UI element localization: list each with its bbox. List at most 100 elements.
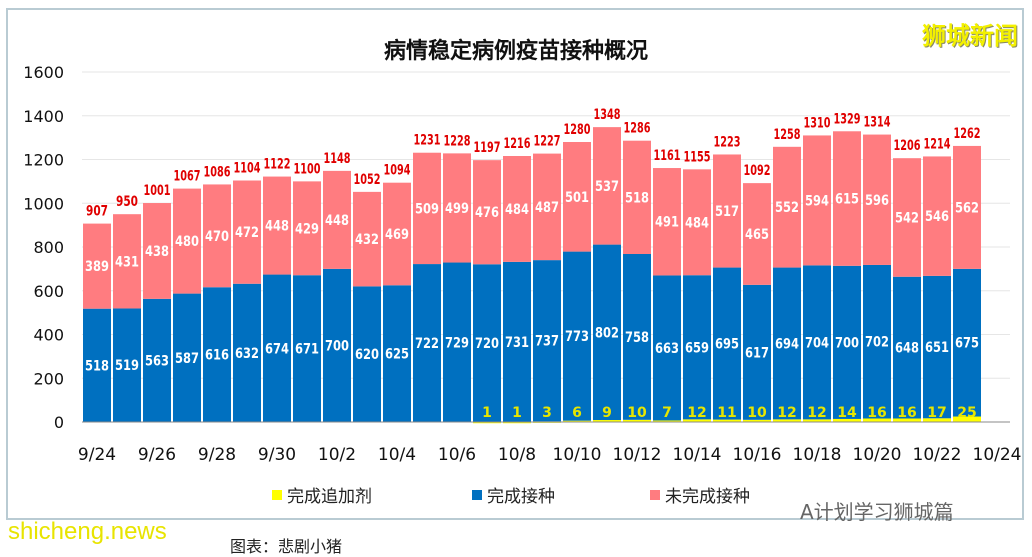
unvaccinated-data-label: 389: [85, 259, 109, 275]
bar-booster: [893, 418, 921, 422]
booster-data-label: 1: [482, 405, 492, 421]
unvaccinated-data-label: 552: [775, 200, 799, 216]
vaccinated-data-label: 518: [85, 358, 109, 374]
bar-unvaccinated: [623, 140, 651, 254]
total-data-label: 907: [86, 204, 108, 220]
bar-booster: [593, 420, 621, 422]
bar-vaccinated: [383, 285, 411, 422]
vaccinated-data-label: 671: [295, 342, 319, 358]
unvaccinated-data-label: 469: [385, 227, 409, 243]
x-tick-label: 10/22: [913, 445, 962, 465]
booster-data-label: 14: [837, 405, 857, 421]
legend-label: 完成追加剂: [287, 487, 372, 507]
total-data-label: 1001: [144, 183, 171, 199]
bar-booster: [803, 419, 831, 422]
booster-data-label: 11: [717, 405, 736, 421]
unvaccinated-data-label: 484: [505, 202, 529, 218]
bar-vaccinated: [323, 268, 351, 422]
vaccinated-data-label: 700: [835, 335, 859, 351]
unvaccinated-data-label: 509: [415, 201, 439, 217]
vaccinated-data-label: 722: [415, 336, 439, 352]
bar-vaccinated: [263, 274, 291, 422]
vaccinated-data-label: 648: [895, 341, 919, 357]
unvaccinated-data-label: 429: [295, 221, 319, 237]
y-tick-label: 1000: [23, 194, 64, 213]
bar-vaccinated: [233, 283, 261, 422]
bar-vaccinated: [293, 275, 321, 422]
bar-unvaccinated: [923, 156, 951, 276]
total-data-label: 1227: [534, 134, 561, 150]
vaccinated-data-label: 616: [205, 348, 229, 364]
total-data-label: 1100: [294, 161, 321, 177]
unvaccinated-data-label: 465: [745, 227, 769, 243]
bar-vaccinated: [563, 251, 591, 421]
bar-vaccinated: [173, 293, 201, 422]
x-tick-label: 10/16: [733, 445, 782, 465]
bar-vaccinated: [923, 275, 951, 419]
unvaccinated-data-label: 542: [895, 210, 919, 226]
bar-unvaccinated: [863, 134, 891, 265]
total-data-label: 1122: [264, 157, 291, 173]
bar-vaccinated: [353, 286, 381, 422]
watermark-bottom-left: shicheng.news: [8, 518, 167, 545]
legend-label: 完成接种: [487, 487, 555, 507]
bar-vaccinated: [143, 298, 171, 422]
x-tick-label: 10/10: [553, 445, 602, 465]
bar-unvaccinated: [473, 160, 501, 265]
vaccinated-data-label: 617: [745, 345, 769, 361]
vaccinated-data-label: 758: [625, 330, 649, 346]
booster-data-label: 17: [927, 405, 946, 421]
total-data-label: 1155: [684, 149, 711, 165]
total-data-label: 950: [116, 194, 138, 210]
unvaccinated-data-label: 448: [325, 213, 349, 229]
total-data-label: 1280: [564, 122, 591, 138]
bar-unvaccinated: [293, 181, 321, 276]
bar-vaccinated: [773, 267, 801, 420]
bar-booster: [773, 419, 801, 422]
y-tick-label: 1400: [23, 107, 64, 126]
total-data-label: 1148: [324, 151, 351, 167]
y-tick-label: 1600: [23, 63, 64, 82]
total-data-label: 1092: [744, 163, 771, 179]
bar-vaccinated: [203, 287, 231, 422]
booster-data-label: 6: [572, 405, 582, 421]
total-data-label: 1052: [354, 172, 381, 188]
bar-booster: [953, 416, 981, 422]
y-tick-label: 1200: [23, 151, 64, 170]
vaccinated-data-label: 704: [805, 335, 829, 351]
bar-booster: [503, 421, 531, 424]
bar-unvaccinated: [893, 158, 921, 277]
x-tick-label: 10/12: [613, 445, 662, 465]
bar-vaccinated: [473, 264, 501, 422]
bar-booster: [833, 418, 861, 422]
total-data-label: 1206: [894, 138, 921, 154]
x-tick-label: 9/28: [198, 445, 236, 465]
bar-unvaccinated: [143, 203, 171, 299]
bar-booster: [863, 418, 891, 422]
x-tick-label: 9/26: [138, 445, 176, 465]
bar-unvaccinated: [113, 214, 141, 309]
vaccinated-data-label: 563: [145, 353, 169, 369]
unvaccinated-data-label: 501: [565, 190, 589, 206]
vaccinated-data-label: 700: [325, 338, 349, 354]
chart-title: 病情稳定病例疫苗接种概况: [384, 38, 648, 64]
x-tick-label: 9/30: [258, 445, 296, 465]
y-tick-label: 600: [33, 282, 64, 301]
unvaccinated-data-label: 438: [145, 244, 169, 260]
y-tick-label: 200: [33, 369, 64, 388]
bar-unvaccinated: [953, 145, 981, 269]
unvaccinated-data-label: 596: [865, 193, 889, 209]
bar-unvaccinated: [173, 188, 201, 294]
x-tick-label: 9/24: [78, 445, 116, 465]
unvaccinated-data-label: 448: [265, 219, 289, 235]
vaccinated-data-label: 720: [475, 336, 499, 352]
booster-data-label: 7: [662, 405, 672, 421]
total-data-label: 1197: [474, 140, 501, 156]
booster-data-label: 12: [777, 405, 796, 421]
y-tick-label: 800: [33, 238, 64, 257]
bar-vaccinated: [803, 265, 831, 420]
unvaccinated-data-label: 476: [475, 205, 499, 221]
bar-vaccinated: [713, 267, 741, 420]
legend-swatch: [472, 490, 482, 500]
bar-vaccinated: [113, 308, 141, 422]
